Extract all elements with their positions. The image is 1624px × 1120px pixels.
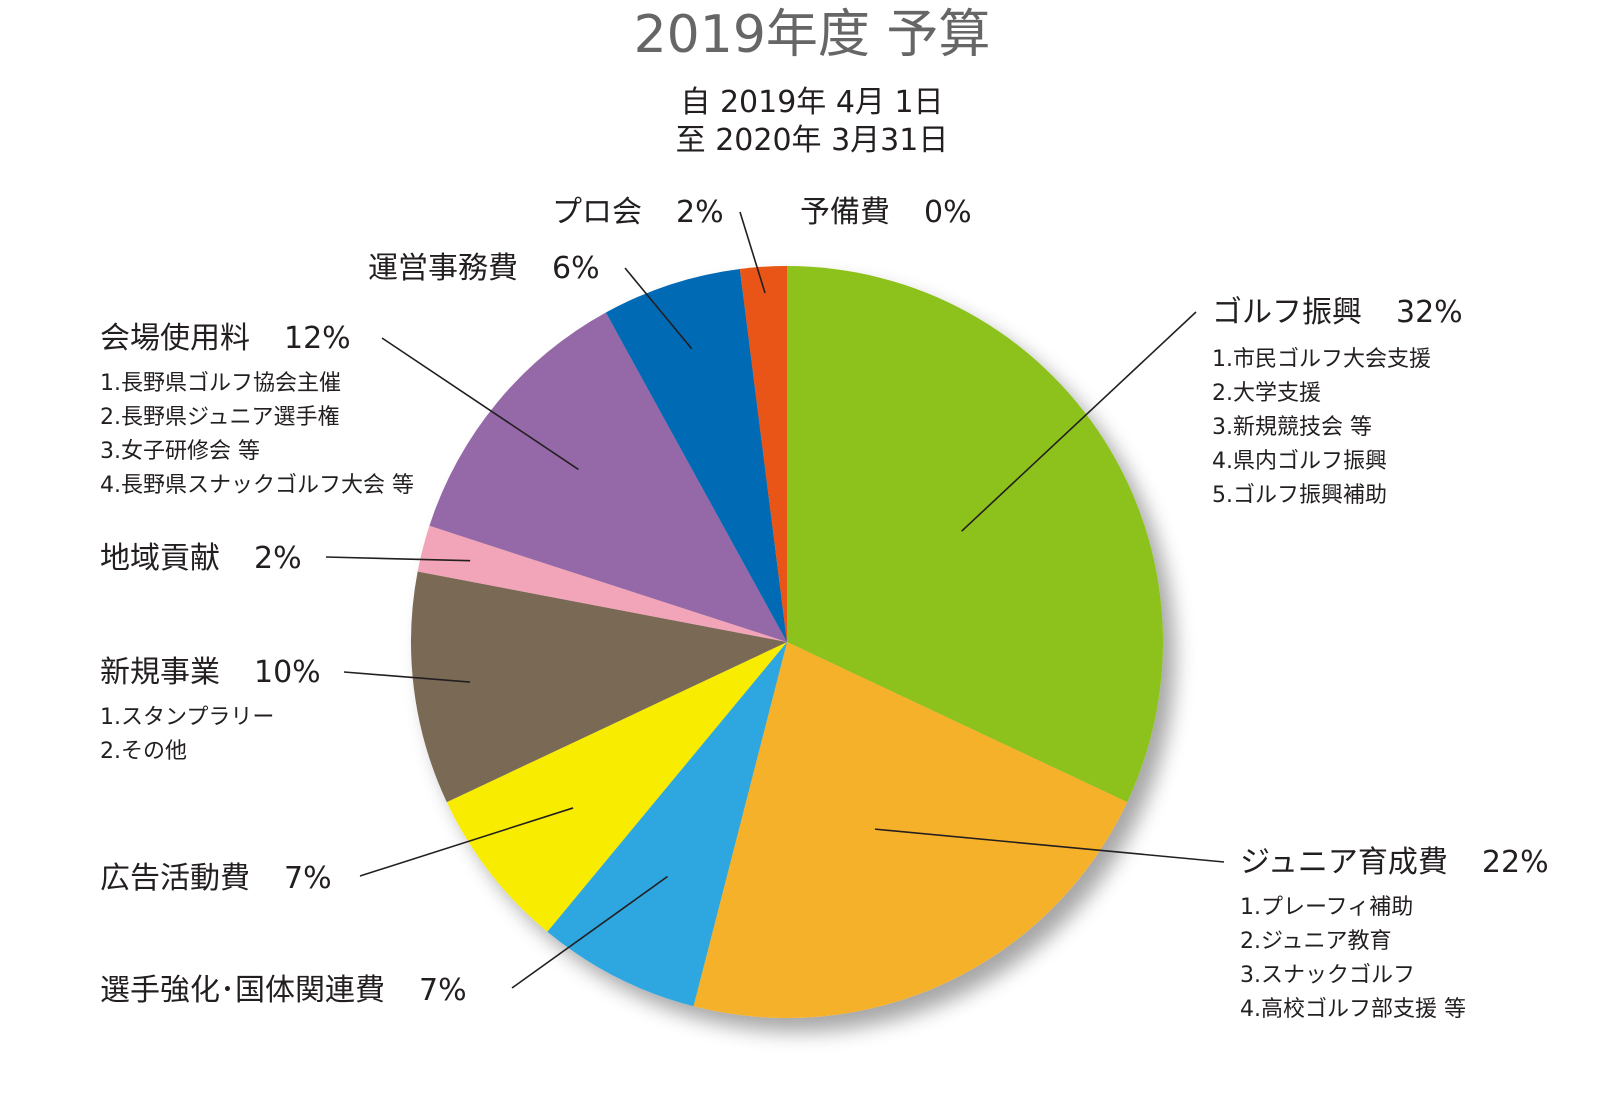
pie-slice-2 <box>693 642 1128 1019</box>
slice-note-1-2: 2.大学支援 <box>1212 381 1321 406</box>
slice-note-7-4: 4.長野県スナックゴルフ大会 等 <box>100 473 414 498</box>
slice-labels: ゴルフ振興 32% 1.市民ゴルフ大会支援 2.大学支援 3.新規競技会 等 4.県内ゴル… <box>100 195 1549 1022</box>
slice-label-4: 広告活動費 7% <box>100 861 332 896</box>
slice-label-5: 新規事業 10% <box>100 655 321 690</box>
slice-note-1-3: 3.新規競技会 等 <box>1212 415 1372 440</box>
pie-slice-7 <box>429 312 787 642</box>
leader-line-5 <box>343 671 470 683</box>
pie-slice-3 <box>547 642 787 1007</box>
pie-slice-6 <box>417 525 787 642</box>
slice-note-1-5: 5.ゴルフ振興補助 <box>1212 483 1387 508</box>
pie-slice-5 <box>411 571 787 803</box>
pie-slice-8 <box>605 268 787 642</box>
pie-slice-4 <box>446 642 787 932</box>
slice-label-7: 会場使用料 12% <box>100 321 351 356</box>
chart-title: 2019年度 予算 <box>634 5 991 65</box>
slice-label-3: 選手強化･国体関連費 7% <box>100 973 467 1008</box>
slice-label-10: 予備費 0% <box>800 195 972 230</box>
period-end: 至 2020年 3月31日 <box>676 123 949 158</box>
slice-label-1: ゴルフ振興 32% <box>1212 295 1463 330</box>
leader-line-9 <box>739 211 766 294</box>
slice-note-2-1: 1.プレーフィ補助 <box>1240 895 1413 920</box>
slice-note-2-3: 3.スナックゴルフ <box>1240 963 1415 988</box>
slice-note-2-4: 4.高校ゴルフ部支援 等 <box>1240 997 1466 1022</box>
slice-note-7-1: 1.長野県ゴルフ協会主催 <box>100 371 341 396</box>
pie-slices <box>411 266 1163 1019</box>
leader-line-8 <box>624 267 693 350</box>
slice-note-7-2: 2.長野県ジュニア選手権 <box>100 405 339 430</box>
leader-line-6 <box>325 556 471 562</box>
leader-line-1 <box>961 311 1197 532</box>
slice-note-2-2: 2.ジュニア教育 <box>1240 929 1391 954</box>
leader-line-2 <box>874 828 1225 863</box>
slice-note-5-1: 1.スタンプラリー <box>100 705 274 730</box>
leader-line-3 <box>511 875 668 989</box>
pie-slice-1 <box>787 266 1163 803</box>
slice-note-1-1: 1.市民ゴルフ大会支援 <box>1212 347 1431 372</box>
leader-line-4 <box>359 807 574 877</box>
slice-label-8: 運営事務費 6% <box>368 251 600 286</box>
slice-note-5-2: 2.その他 <box>100 739 187 764</box>
period-start: 自 2019年 4月 1日 <box>680 85 943 120</box>
slice-label-9: プロ会 2% <box>552 195 724 230</box>
slice-note-7-3: 3.女子研修会 等 <box>100 439 260 464</box>
pie-slice-9 <box>739 266 787 642</box>
slice-label-2: ジュニア育成費 22% <box>1240 845 1549 880</box>
leader-line-7 <box>381 337 579 471</box>
slice-label-6: 地域貢献 2% <box>100 541 302 576</box>
slice-note-1-4: 4.県内ゴルフ振興 <box>1212 449 1387 474</box>
leader-lines <box>325 211 1225 989</box>
